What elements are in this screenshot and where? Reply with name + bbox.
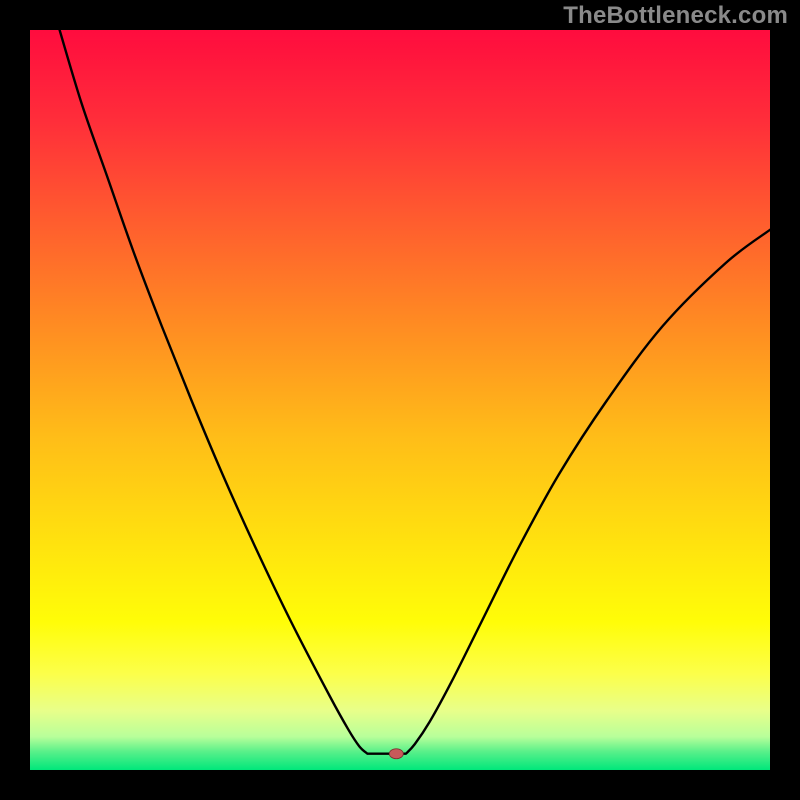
watermark-text: TheBottleneck.com bbox=[563, 2, 788, 30]
optimal-point-marker bbox=[389, 749, 403, 759]
chart-frame: TheBottleneck.com bbox=[0, 0, 800, 800]
gradient-background bbox=[30, 30, 770, 770]
bottleneck-chart bbox=[30, 30, 770, 770]
